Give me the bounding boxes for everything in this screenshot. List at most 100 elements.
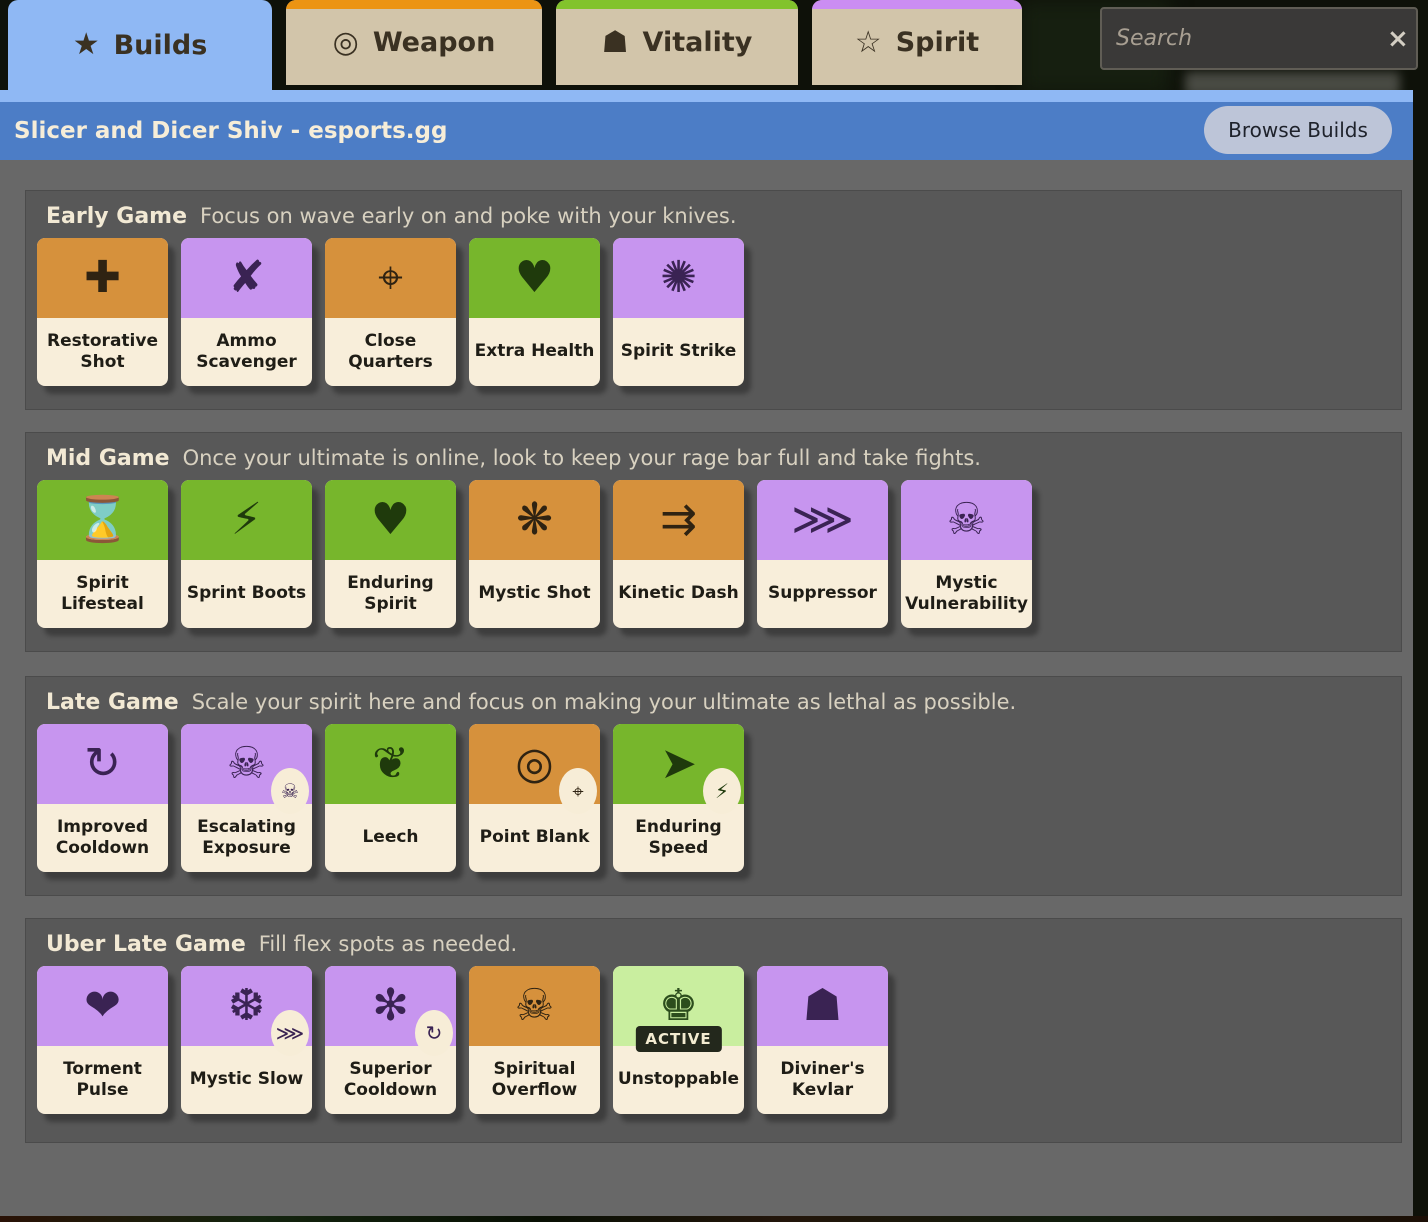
close-icon[interactable]: ×: [1387, 23, 1409, 54]
item-card-spirit-lifesteal[interactable]: ⌛ Spirit Lifesteal: [37, 480, 168, 628]
item-label: Improved Cooldown: [55, 816, 150, 858]
item-card-torment-pulse[interactable]: ❤ Torment Pulse: [37, 966, 168, 1114]
item-label: Mystic Shot: [478, 583, 591, 604]
card-row: ⌛ Spirit Lifesteal ⚡ Sprint Boots ♥ Endu…: [26, 471, 1401, 628]
star-icon: ★: [72, 27, 100, 62]
item-icon-area: ↻: [37, 724, 168, 804]
section-header: Early Game Focus on wave early on and po…: [26, 191, 1401, 229]
item-label: Spirit Lifesteal: [61, 572, 144, 614]
item-label: Point Blank: [479, 827, 590, 848]
item-label: Spiritual Overflow: [491, 1058, 578, 1100]
section-header: Mid Game Once your ultimate is online, l…: [26, 433, 1401, 471]
item-label: Leech: [362, 827, 419, 848]
search-input[interactable]: [1116, 26, 1387, 51]
item-card-mystic-vulnerability[interactable]: ☠ Mystic Vulnerability: [901, 480, 1032, 628]
tab-label: Vitality: [642, 27, 753, 58]
tab-weapon[interactable]: ◎ Weapon: [286, 0, 542, 85]
background-artifact: [0, 1216, 1428, 1222]
build-header: Slicer and Dicer Shiv - esports.gg: [0, 102, 1413, 160]
item-card-leech[interactable]: ❦ Leech: [325, 724, 456, 872]
item-card-spiritual-overflow[interactable]: ☠ Spiritual Overflow: [469, 966, 600, 1114]
section-description: Once your ultimate is online, look to ke…: [182, 446, 981, 470]
suppressor-mini-icon: ⋙: [275, 1021, 305, 1045]
component-badge: ☠: [271, 768, 309, 814]
item-card-enduring-speed[interactable]: ➤ ⚡ Enduring Speed: [613, 724, 744, 872]
item-label: Enduring Speed: [635, 816, 722, 858]
section-description: Fill flex spots as needed.: [258, 932, 518, 956]
tab-label: Weapon: [372, 27, 496, 58]
mystic-shot-icon: ❋: [516, 494, 553, 545]
section-uber-late-game: Uber Late Game Fill flex spots as needed…: [25, 918, 1402, 1143]
suppressor-icon: ⋙: [791, 494, 854, 545]
close-quarters-icon: ⌖: [378, 252, 403, 303]
item-card-improved-cooldown[interactable]: ↻ Improved Cooldown: [37, 724, 168, 872]
target-mini-icon: ⌖: [572, 779, 584, 803]
item-icon-area: ♥: [325, 480, 456, 560]
item-card-point-blank[interactable]: ◎ ⌖ Point Blank: [469, 724, 600, 872]
item-card-enduring-spirit[interactable]: ♥ Enduring Spirit: [325, 480, 456, 628]
item-card-superior-cooldown[interactable]: ✻ ↻ Superior Cooldown: [325, 966, 456, 1114]
browse-builds-button[interactable]: Browse Builds: [1204, 106, 1392, 154]
item-icon-area: ⋙: [757, 480, 888, 560]
item-label: Unstoppable: [617, 1069, 740, 1090]
tab-spirit[interactable]: ☆ Spirit: [812, 0, 1022, 85]
item-card-spirit-strike[interactable]: ✺ Spirit Strike: [613, 238, 744, 386]
item-label: Restorative Shot: [47, 330, 158, 372]
item-icon-area: ⇉: [613, 480, 744, 560]
flaming-skull-icon: ☠: [514, 980, 555, 1031]
item-label: Mystic Slow: [189, 1069, 304, 1090]
item-card-kinetic-dash[interactable]: ⇉ Kinetic Dash: [613, 480, 744, 628]
item-card-mystic-shot[interactable]: ❋ Mystic Shot: [469, 480, 600, 628]
vitality-accent-bar: [556, 0, 798, 9]
item-card-ammo-scavenger[interactable]: ✘ Ammo Scavenger: [181, 238, 312, 386]
item-card-mystic-slow[interactable]: ❆ ⋙ Mystic Slow: [181, 966, 312, 1114]
item-card-escalating-exposure[interactable]: ☠ ☠ Escalating Exposure: [181, 724, 312, 872]
component-badge: ⌖: [559, 768, 597, 814]
enduring-spirit-icon: ♥: [370, 494, 411, 545]
item-icon-area: ⚡: [181, 480, 312, 560]
item-card-extra-health[interactable]: ♥ Extra Health: [469, 238, 600, 386]
item-label: Torment Pulse: [63, 1058, 142, 1100]
item-card-diviners-kevlar[interactable]: ☗ Diviner's Kevlar: [757, 966, 888, 1114]
section-title: Late Game: [46, 690, 179, 715]
boots-mini-icon: ⚡: [714, 779, 730, 803]
item-card-restorative-shot[interactable]: ✚ Restorative Shot: [37, 238, 168, 386]
section-title: Mid Game: [46, 446, 170, 471]
kinetic-dash-icon: ⇉: [660, 494, 697, 545]
item-label: Sprint Boots: [186, 583, 307, 604]
item-card-close-quarters[interactable]: ⌖ Close Quarters: [325, 238, 456, 386]
item-icon-area: ⌖: [325, 238, 456, 318]
weapon-accent-bar: [286, 0, 542, 9]
section-title: Early Game: [46, 204, 188, 229]
cooldown-icon: ↻: [84, 738, 121, 789]
search-box: ×: [1100, 7, 1418, 70]
superior-cooldown-icon: ✻: [372, 980, 409, 1031]
item-icon-area: ♥: [469, 238, 600, 318]
item-icon-area: ❤: [37, 966, 168, 1046]
item-icon-area: ❆ ⋙: [181, 966, 312, 1056]
item-icon-area: ☠: [901, 480, 1032, 560]
ammo-scavenger-icon: ✘: [228, 252, 265, 303]
spirit-lifesteal-icon: ⌛: [75, 494, 130, 545]
tab-builds[interactable]: ★ Builds: [8, 0, 272, 90]
item-icon-area: ♚ ACTIVE: [613, 966, 744, 1052]
build-title: Slicer and Dicer Shiv - esports.gg: [14, 118, 448, 144]
torment-pulse-icon: ❤: [84, 980, 121, 1031]
sprint-boots-icon: ⚡: [231, 494, 262, 545]
tab-vitality[interactable]: ☗ Vitality: [556, 0, 798, 85]
item-card-sprint-boots[interactable]: ⚡ Sprint Boots: [181, 480, 312, 628]
item-icon-area: ✘: [181, 238, 312, 318]
spirit-strike-icon: ✺: [660, 252, 697, 303]
item-label: Kinetic Dash: [618, 583, 739, 604]
heart-icon: ♥: [514, 252, 555, 303]
item-label: Spirit Strike: [620, 341, 737, 362]
bullseye-icon: ◎: [332, 24, 359, 60]
item-label: Suppressor: [768, 583, 877, 604]
item-card-suppressor[interactable]: ⋙ Suppressor: [757, 480, 888, 628]
item-icon-area: ✺: [613, 238, 744, 318]
item-label: Ammo Scavenger: [196, 330, 297, 372]
item-icon-area: ◎ ⌖: [469, 724, 600, 814]
item-label: Diviner's Kevlar: [780, 1058, 865, 1100]
item-card-unstoppable[interactable]: ♚ ACTIVE Unstoppable: [613, 966, 744, 1114]
